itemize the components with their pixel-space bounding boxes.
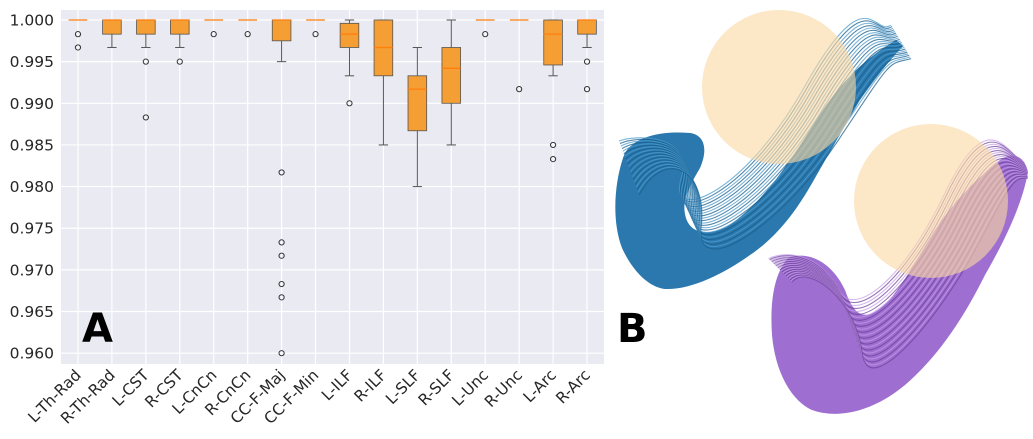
outlier-point xyxy=(244,31,251,38)
box-R-Arc xyxy=(577,19,597,93)
panel-a-letter: A xyxy=(82,306,113,352)
panel-a-boxplot: 0.960 0.965 0.970 0.975 0.980 0.985 0.990 0.995… xyxy=(10,10,604,428)
blue-strand xyxy=(632,48,906,236)
box-L-SLF xyxy=(407,46,428,188)
x-tick-label: L-SLF xyxy=(382,366,424,408)
outlier-point xyxy=(278,169,285,176)
box-L-Unc xyxy=(475,19,495,38)
y-tick-label: 0.985 xyxy=(10,136,54,154)
box-iqr xyxy=(170,19,190,35)
highlight-circle-upper xyxy=(702,10,856,164)
y-tick-label: 0.995 xyxy=(10,53,54,71)
box-R-ILF xyxy=(373,19,394,146)
y-tick-label: 1.000 xyxy=(10,11,54,29)
outlier-point xyxy=(278,239,285,246)
box-series xyxy=(68,19,597,357)
box-iqr xyxy=(136,19,156,35)
blue-strand xyxy=(623,29,897,212)
blue-strand xyxy=(619,20,893,203)
y-tick-label: 0.990 xyxy=(10,95,54,113)
box-iqr xyxy=(543,19,563,66)
box-iqr xyxy=(441,47,462,104)
outlier-point xyxy=(278,280,285,288)
blue-strand xyxy=(618,17,892,201)
x-tick-label: L-Arc xyxy=(520,366,560,406)
blue-strand xyxy=(633,50,907,238)
blue-strand xyxy=(631,45,904,231)
outlier-point xyxy=(278,252,285,259)
outlier-point xyxy=(210,31,217,38)
outlier-point xyxy=(549,155,557,163)
outlier-point xyxy=(516,86,523,93)
blue-strand xyxy=(635,53,909,243)
blue-strand xyxy=(625,34,898,217)
box-L-ILF xyxy=(339,19,360,107)
y-tick-labels: 0.960 0.965 0.970 0.975 0.980 0.985 0.990 0.995… xyxy=(10,11,54,362)
outlier-point xyxy=(74,31,82,38)
blue-strand xyxy=(638,58,912,250)
blue-strand xyxy=(634,51,908,241)
box-R-CnCn xyxy=(238,19,257,38)
box-CC-F-Maj xyxy=(271,19,292,357)
blue-fiber-strands xyxy=(618,17,912,250)
box-iqr xyxy=(102,19,122,35)
outlier-point xyxy=(142,58,149,65)
box-R-Th-Rad xyxy=(102,19,122,48)
x-tick-label: R-Unc xyxy=(481,366,526,411)
box-L-CST xyxy=(136,19,156,121)
y-tick-label: 0.970 xyxy=(10,261,54,279)
box-iqr xyxy=(271,19,292,42)
x-tick-label: R-Arc xyxy=(552,366,593,407)
outlier-point xyxy=(549,141,557,149)
x-tick-label: R-ILF xyxy=(351,366,391,406)
box-CC-F-Min xyxy=(306,19,325,38)
y-tick-label: 0.975 xyxy=(10,220,54,238)
outlier-point xyxy=(278,350,285,357)
blue-strand xyxy=(620,22,894,205)
y-tick-label: 0.980 xyxy=(10,178,54,196)
outlier-point xyxy=(583,86,591,93)
panel-b-letter: B xyxy=(617,306,648,352)
blue-strand xyxy=(637,56,911,248)
blue-strand xyxy=(621,25,895,208)
outlier-point xyxy=(346,100,353,107)
outlier-point xyxy=(176,58,183,65)
blue-strand xyxy=(624,32,898,215)
outlier-point xyxy=(583,58,591,65)
box-R-CST xyxy=(170,19,190,65)
x-tick-label: L-ILF xyxy=(318,366,356,404)
panel-b-tractography: B xyxy=(615,10,1029,414)
outlier-point xyxy=(278,294,285,301)
box-iqr xyxy=(577,19,597,35)
highlight-circle-lower xyxy=(854,124,1008,278)
box-iqr xyxy=(407,75,428,132)
x-tick-label: R-SLF xyxy=(415,366,458,409)
blue-strand xyxy=(631,46,905,233)
box-L-Arc xyxy=(543,19,563,163)
box-R-Unc xyxy=(509,19,529,93)
box-R-SLF xyxy=(441,19,462,146)
x-tick-labels: L-Th-RadR-Th-RadL-CSTR-CSTL-CnCnR-CnCnCC… xyxy=(25,366,594,428)
y-tick-label: 0.960 xyxy=(10,345,54,363)
outlier-point xyxy=(74,44,82,51)
box-L-CnCn xyxy=(204,19,224,38)
blue-strand xyxy=(622,27,896,210)
outlier-point xyxy=(482,31,489,38)
outlier-point xyxy=(142,114,149,121)
outlier-point xyxy=(312,31,319,38)
y-tick-label: 0.965 xyxy=(10,303,54,321)
box-iqr xyxy=(339,22,360,48)
box-L-Th-Rad xyxy=(68,19,88,51)
